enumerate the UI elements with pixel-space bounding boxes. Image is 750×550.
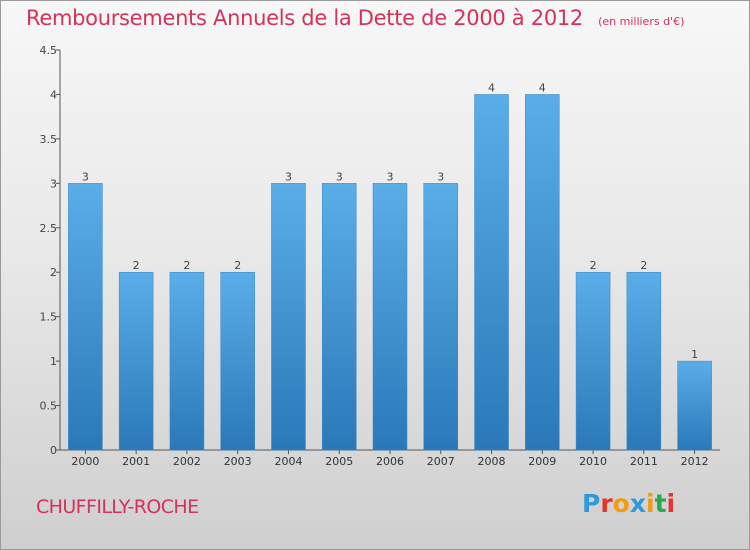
y-tick-label: 1 xyxy=(50,355,57,368)
data-label: 2 xyxy=(183,259,190,272)
logo-letter: P xyxy=(582,489,601,518)
bar xyxy=(677,360,712,451)
bar xyxy=(220,271,255,451)
y-tick-label: 3.5 xyxy=(40,133,58,146)
data-label: 3 xyxy=(336,170,343,183)
data-label: 3 xyxy=(285,170,292,183)
data-label: 3 xyxy=(82,170,89,183)
x-tick-label: 2004 xyxy=(274,455,302,468)
commune-name: CHUFFILLY-ROCHE xyxy=(36,496,199,518)
y-tick-label: 2 xyxy=(50,266,57,279)
logo-letter: t xyxy=(654,489,667,518)
x-tick-label: 2003 xyxy=(224,455,252,468)
data-label: 3 xyxy=(437,170,444,183)
bar xyxy=(271,183,306,451)
x-tick-label: 2010 xyxy=(579,455,607,468)
chart-title: Remboursements Annuels de la Dette de 20… xyxy=(26,6,583,30)
x-tick-label: 2006 xyxy=(376,455,404,468)
data-label: 3 xyxy=(387,170,394,183)
chart-unit: (en milliers d'€) xyxy=(598,15,685,28)
y-tick-label: 4.5 xyxy=(40,44,58,57)
x-tick-label: 2007 xyxy=(427,455,455,468)
bar xyxy=(474,94,509,451)
x-tick-label: 2002 xyxy=(173,455,201,468)
bar xyxy=(68,183,103,451)
x-tick-label: 2001 xyxy=(122,455,150,468)
data-label: 2 xyxy=(234,259,241,272)
y-tick-label: 0 xyxy=(50,444,57,457)
logo-letter: x xyxy=(629,489,646,518)
logo-letter: r xyxy=(600,489,613,518)
x-tick-label: 2008 xyxy=(478,455,506,468)
logo-letter: o xyxy=(612,489,630,518)
data-label: 4 xyxy=(488,81,495,94)
bar xyxy=(575,271,611,451)
bar xyxy=(423,183,459,451)
x-tick-label: 2012 xyxy=(681,455,709,468)
logo-letter: i xyxy=(646,489,655,518)
chart-title-row: Remboursements Annuels de la Dette de 20… xyxy=(26,6,684,30)
bar xyxy=(525,94,560,451)
data-label: 4 xyxy=(539,81,546,94)
bar xyxy=(372,183,408,451)
x-tick-label: 2005 xyxy=(325,455,353,468)
data-label: 1 xyxy=(691,348,698,361)
y-tick-label: 3 xyxy=(50,177,57,190)
bar xyxy=(626,271,662,451)
data-label: 2 xyxy=(590,259,597,272)
bar xyxy=(321,183,357,451)
x-tick-label: 2000 xyxy=(71,455,99,468)
y-tick-label: 0.5 xyxy=(40,400,58,413)
logo-letter: i xyxy=(666,489,676,518)
x-tick-label: 2009 xyxy=(528,455,556,468)
bar xyxy=(118,271,154,451)
y-tick-label: 1.5 xyxy=(40,311,58,324)
proxiti-logo: Proxiti xyxy=(582,489,675,518)
y-tick-label: 4 xyxy=(50,88,57,101)
y-tick-label: 2.5 xyxy=(40,222,58,235)
bar xyxy=(169,271,205,451)
data-label: 2 xyxy=(133,259,140,272)
data-label: 2 xyxy=(640,259,647,272)
x-tick-label: 2011 xyxy=(630,455,658,468)
